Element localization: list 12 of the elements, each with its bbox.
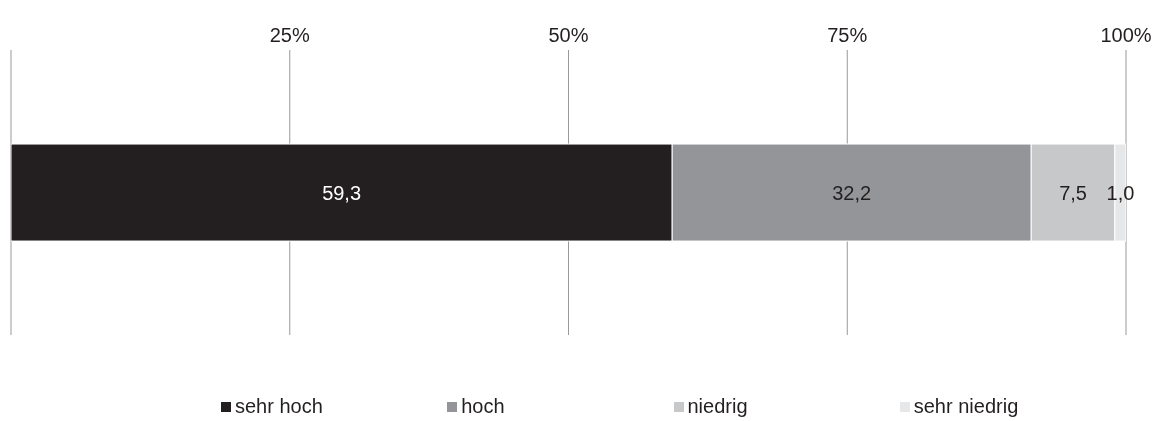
data-label: 7,5: [1059, 181, 1087, 204]
data-label: 1,0: [1106, 181, 1135, 204]
data-label: 32,2: [832, 181, 872, 204]
legend-label: hoch: [461, 395, 505, 418]
legend-label: sehr hoch: [235, 395, 323, 418]
x-tick-label: 75%: [827, 24, 868, 46]
x-tick-label: 25%: [269, 24, 310, 46]
x-tick-label: 50%: [548, 24, 589, 46]
legend-label: niedrig: [687, 395, 748, 418]
data-label: 59,3: [322, 181, 362, 204]
legend-label: sehr niedrig: [913, 395, 1019, 418]
x-tick-label: 100%: [1100, 24, 1152, 46]
